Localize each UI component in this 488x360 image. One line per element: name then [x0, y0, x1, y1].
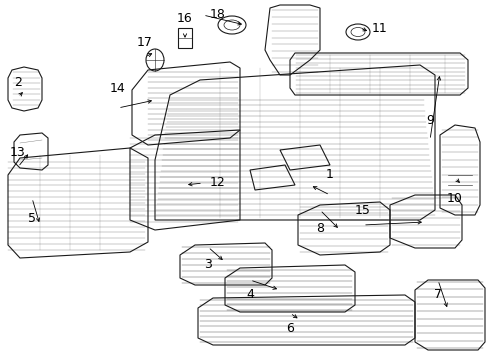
Text: 8: 8	[315, 221, 324, 234]
Text: 11: 11	[371, 22, 387, 35]
Text: 1: 1	[325, 168, 333, 181]
Text: 5: 5	[28, 211, 36, 225]
Text: 2: 2	[14, 76, 22, 89]
Text: 7: 7	[433, 288, 441, 302]
Text: 9: 9	[425, 113, 433, 126]
Text: 4: 4	[245, 288, 253, 302]
Text: 12: 12	[210, 176, 225, 189]
Text: 16: 16	[177, 12, 192, 24]
Text: 13: 13	[10, 145, 26, 158]
Text: 18: 18	[210, 9, 225, 22]
Text: 15: 15	[354, 203, 370, 216]
Text: 6: 6	[285, 321, 293, 334]
Text: 3: 3	[203, 258, 211, 271]
Text: 14: 14	[110, 81, 125, 94]
Text: 17: 17	[137, 36, 153, 49]
Text: 10: 10	[446, 192, 462, 204]
